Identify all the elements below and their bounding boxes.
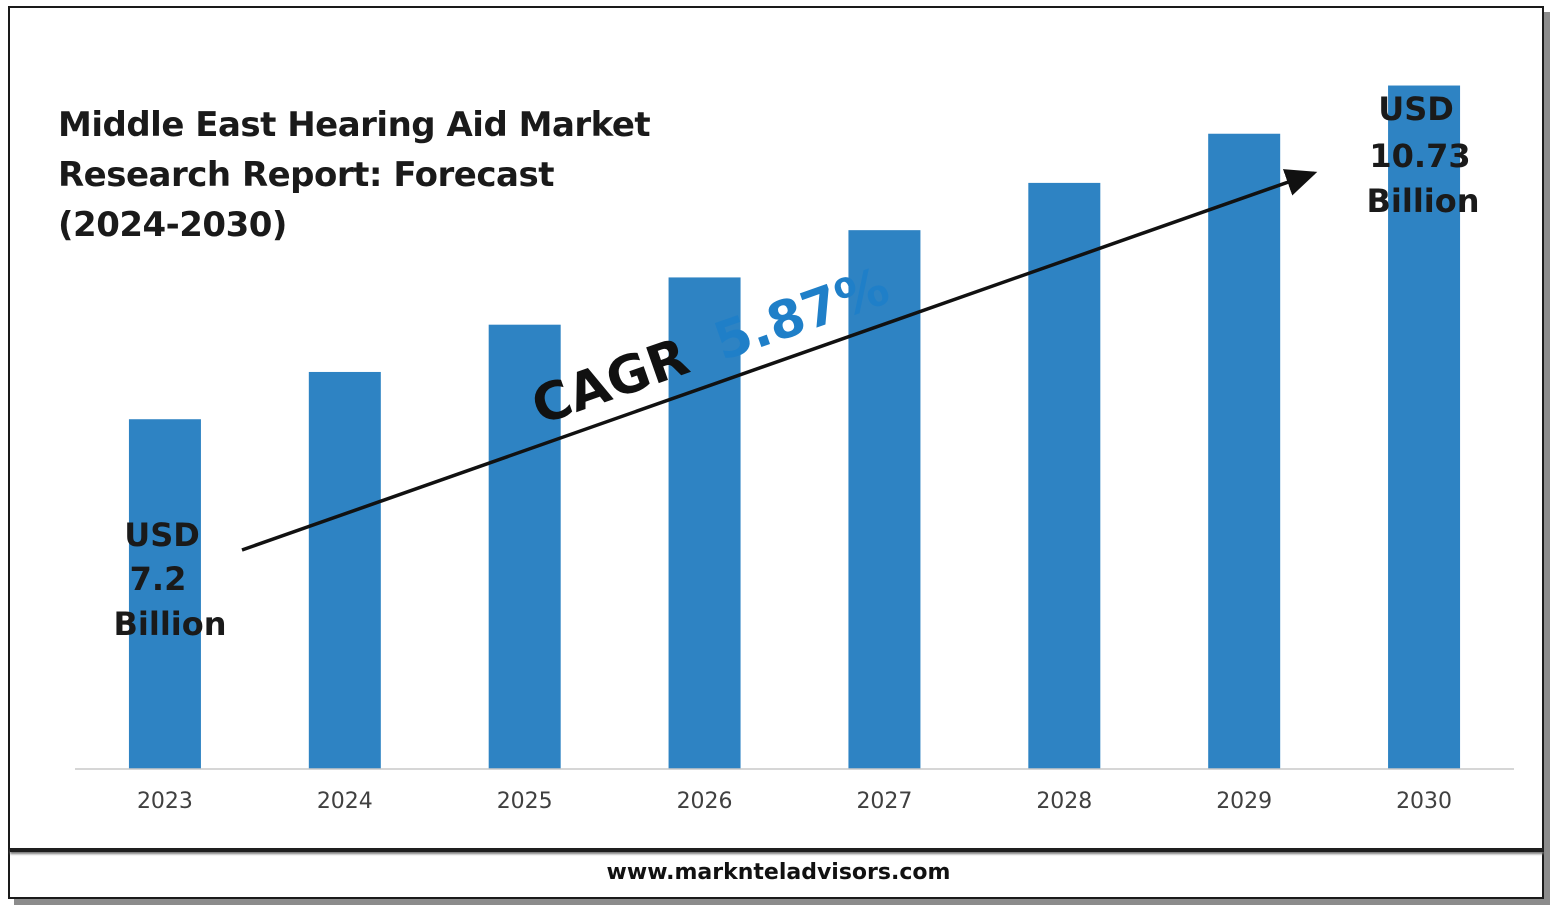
chart-frame <box>8 6 1544 899</box>
chart-title: Middle East Hearing Aid Market Research … <box>58 105 651 245</box>
x-tick-label-2024: 2024 <box>317 789 373 814</box>
bar-2028 <box>1028 182 1101 770</box>
start-label-amount: 7.2 <box>130 560 187 598</box>
bar-2029 <box>1208 133 1281 770</box>
x-tick-label-2027: 2027 <box>856 789 912 814</box>
bars-group <box>128 85 1461 770</box>
footer-divider <box>10 848 1544 852</box>
start-label-currency: USD <box>124 516 200 554</box>
bar-2026 <box>668 277 741 769</box>
end-label-currency: USD <box>1378 90 1454 128</box>
end-value-label: USD 10.73 Billion <box>1366 90 1479 220</box>
start-label-unit: Billion <box>113 605 226 643</box>
x-tick-label-2026: 2026 <box>677 789 733 814</box>
x-tick-label-2025: 2025 <box>497 789 553 814</box>
x-tick-label-2029: 2029 <box>1216 789 1272 814</box>
footer-website: www.marknteladvisors.com <box>606 860 951 885</box>
end-label-unit: Billion <box>1366 182 1479 220</box>
end-label-amount: 10.73 <box>1369 137 1470 175</box>
bar-2023 <box>128 419 201 769</box>
x-tick-labels: 2023 2024 2025 2026 2027 2028 2029 2030 <box>137 789 1452 814</box>
bar-2025 <box>488 324 561 769</box>
x-tick-label-2028: 2028 <box>1036 789 1092 814</box>
bar-2027 <box>848 230 921 769</box>
start-value-label: USD 7.2 Billion <box>113 516 226 643</box>
cagr-trend-arrow <box>241 169 1318 552</box>
bar-2030 <box>1388 85 1461 770</box>
x-tick-label-2030: 2030 <box>1396 789 1452 814</box>
x-tick-label-2023: 2023 <box>137 789 193 814</box>
bar-2024 <box>308 371 381 769</box>
